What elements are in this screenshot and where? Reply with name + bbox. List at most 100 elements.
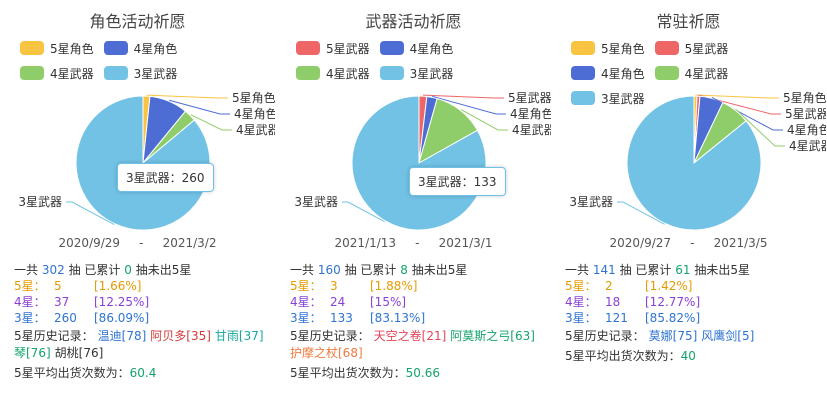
legend-item[interactable]: 5星角色	[20, 40, 94, 56]
legend-swatch	[296, 66, 320, 80]
total-suffix: 抽未出5星	[135, 263, 192, 277]
row-pct: [85.82%]	[645, 311, 701, 325]
legend-swatch	[571, 41, 595, 55]
history-label: 5星历史记录：	[14, 329, 94, 343]
row-label: 4星：	[565, 295, 597, 309]
row-count: 2	[605, 279, 613, 293]
history-entry: 甘雨[37]	[214, 329, 264, 343]
row-pct: [1.42%]	[645, 279, 693, 293]
legend-swatch	[571, 91, 595, 105]
row-count: 37	[54, 295, 70, 309]
legend: 5星角色 5星武器 4星角色 4星武器 3星武器	[571, 40, 821, 115]
date-separator: -	[690, 236, 695, 250]
legend-label: 5星角色	[601, 41, 645, 56]
label-leader-line	[169, 99, 230, 115]
legend-item[interactable]: 5星武器	[296, 40, 370, 56]
row-label: 4星：	[14, 295, 46, 309]
pity-count: 61	[675, 263, 691, 277]
panel-title: 角色活动祈愿	[89, 12, 186, 31]
legend-item[interactable]: 4星武器	[296, 65, 370, 81]
label-leader-line	[66, 201, 115, 226]
stats: 一共 160 抽 已累计 8 抽未出5星 5星： 3 [1.88%] 4星： 24 [1…	[290, 262, 548, 381]
history-entry: 莫娜[75]	[648, 329, 698, 343]
date-end: 2021/3/5	[713, 236, 768, 250]
row-pct: [83.13%]	[370, 311, 426, 325]
legend-item[interactable]: 4星武器	[20, 65, 94, 81]
label-leader-line	[422, 94, 504, 99]
average-line: 5星平均出货次数为：50.66	[290, 365, 548, 381]
row-label: 5星：	[565, 279, 597, 293]
history-entry: 阿莫斯之弓[63]	[450, 329, 535, 343]
slice-label: 3星武器	[18, 195, 62, 209]
stats: 一共 141 抽 已累计 61 抽未出5星 5星： 2 [1.42%] 4星： 18 […	[565, 262, 823, 364]
total-prefix: 一共	[565, 263, 590, 277]
slice-label: 5星角色	[783, 91, 826, 105]
legend-item[interactable]: 3星武器	[571, 90, 645, 106]
row-label: 3星：	[565, 311, 597, 325]
legend-item[interactable]: 3星武器	[379, 65, 453, 81]
label-leader-line	[695, 94, 779, 99]
date-start: 2021/1/13	[334, 236, 397, 250]
date-end: 2021/3/1	[438, 236, 493, 250]
legend-swatch	[379, 66, 404, 80]
legend-label: 3星武器	[133, 66, 178, 81]
avg-label: 5星平均出货次数为：	[565, 349, 681, 363]
legend-swatch	[654, 41, 679, 55]
slice-label: 3星武器	[569, 195, 613, 209]
row-label: 3星：	[14, 311, 46, 325]
slice-label: 4星武器	[512, 123, 551, 137]
legend-label: 5星武器	[684, 41, 729, 56]
total-suffix: 抽未出5星	[694, 263, 750, 277]
row-count: 133	[330, 311, 353, 325]
panel-title: 常驻祈愿	[656, 12, 721, 31]
legend-swatch	[20, 41, 44, 55]
avg-value: 60.4	[129, 366, 157, 380]
date-range: 2020/9/29 - 2021/3/2	[0, 236, 275, 250]
date-start: 2020/9/29	[58, 236, 121, 250]
total-count: 302	[41, 263, 65, 277]
row-3star: 3星： 260 [86.09%]	[14, 310, 272, 326]
row-4star: 4星： 18 [12.77%]	[565, 294, 823, 310]
legend-label: 4星角色	[601, 66, 645, 81]
row-count: 24	[330, 295, 346, 309]
legend-item[interactable]: 4星角色	[379, 40, 453, 56]
legend-item[interactable]: 4星武器	[654, 65, 729, 81]
row-count: 18	[605, 295, 621, 309]
label-leader-line	[617, 201, 665, 225]
row-pct: [12.25%]	[94, 295, 150, 309]
slice-label: 4星角色	[510, 107, 551, 121]
label-leader-line	[460, 109, 508, 131]
history-entry: 风鹰剑[5]	[701, 329, 755, 343]
row-label: 5星：	[14, 279, 46, 293]
legend: 5星角色 4星角色 4星武器 3星武器	[20, 40, 270, 90]
history-entry: 琴[76]	[14, 346, 51, 360]
legend-item[interactable]: 5星角色	[571, 40, 645, 56]
legend-swatch	[103, 66, 128, 80]
legend-label: 3星武器	[601, 91, 645, 106]
avg-value: 50.66	[405, 366, 440, 380]
legend-item[interactable]: 5星武器	[654, 40, 729, 56]
panel-standard: 常驻祈愿 5星角色 5星武器 4星角色 4星武器 3星武器 5星角色 5星武器 4星角色 4星…	[551, 0, 826, 401]
legend-label: 4星武器	[50, 66, 94, 81]
pie-slice[interactable]	[626, 95, 762, 231]
label-leader-line	[698, 94, 781, 115]
avg-label: 5星平均出货次数为：	[14, 366, 130, 380]
label-leader-line	[146, 94, 228, 99]
total-count: 160	[317, 263, 341, 277]
legend-item[interactable]: 4星角色	[103, 40, 178, 56]
panel-weapon-event: 武器活动祈愿 5星武器 4星角色 4星武器 3星武器 5星武器 4星角色 4星武器 3星武器…	[276, 0, 551, 401]
label-leader-line	[342, 201, 385, 223]
legend-label: 4星角色	[133, 41, 178, 56]
total-line: 一共 302 抽 已累计 0 抽未出5星	[14, 262, 272, 278]
legend-label: 4星武器	[684, 66, 729, 81]
total-suffix: 抽未出5星	[411, 263, 468, 277]
date-start: 2020/9/27	[609, 236, 672, 250]
average-line: 5星平均出货次数为：60.4	[14, 365, 272, 381]
total-count: 141	[592, 263, 616, 277]
legend-swatch	[296, 41, 320, 55]
history-entry: 护摩之杖[68]	[290, 346, 363, 360]
panel-character-event: 角色活动祈愿 5星角色 4星角色 4星武器 3星武器 5星角色 4星角色 4星武器 3星武器…	[0, 0, 275, 401]
legend-item[interactable]: 4星角色	[571, 65, 645, 81]
label-leader-line	[190, 114, 232, 131]
legend-item[interactable]: 3星武器	[103, 65, 178, 81]
